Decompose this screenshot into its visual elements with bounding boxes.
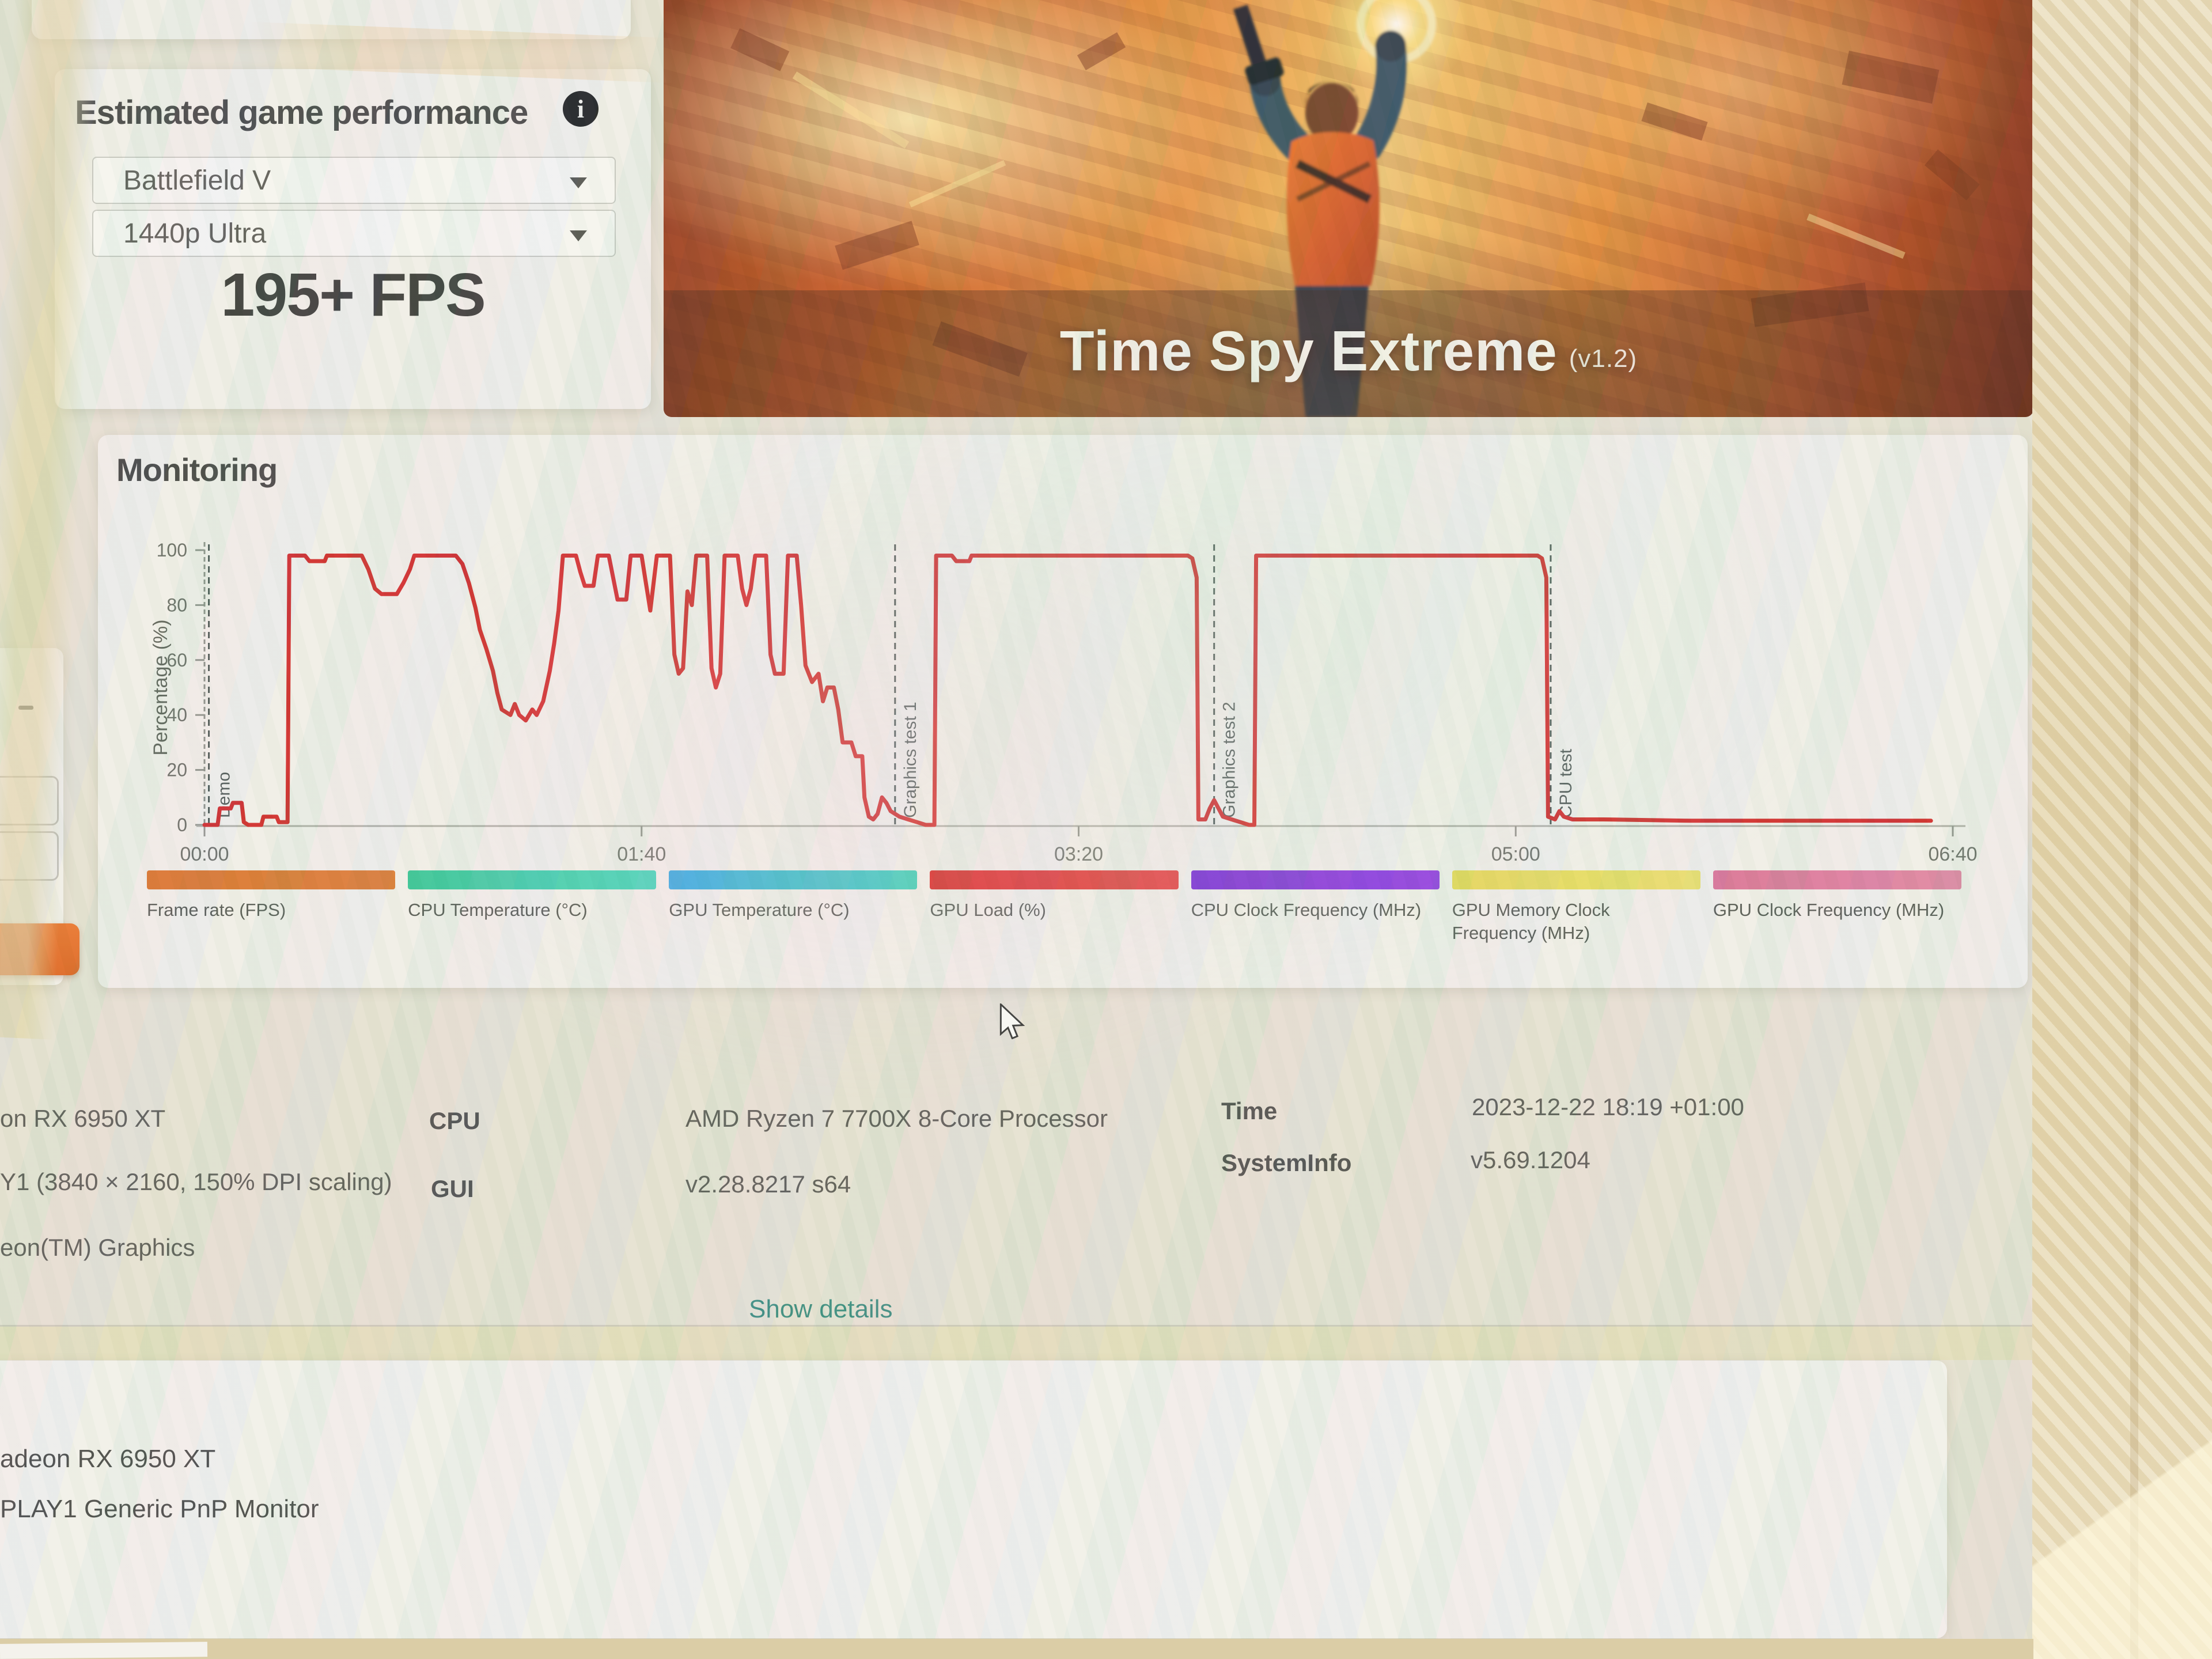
cpu-label: CPU [429,1107,480,1134]
legend-item: GPU Load (%) [930,870,1179,945]
gpu-list-item-partial: adeon RX 6950 XT [0,1445,216,1473]
systeminfo-value: v5.69.1204 [1471,1146,1590,1173]
legend-label: CPU Clock Frequency (MHz) [1191,900,1422,920]
quality-preset-select[interactable]: 1440p Ultra [92,210,616,257]
photo-seam [2130,0,2138,1659]
legend-item: GPU Temperature (°C) [669,870,918,945]
time-label: Time [1221,1097,1278,1124]
partial-text-fragment [18,706,33,710]
banner-artwork [664,0,2033,417]
svg-text:05:00: 05:00 [1491,843,1540,865]
show-details-link[interactable]: Show details [749,1295,893,1323]
legend-item: CPU Clock Frequency (MHz) [1191,870,1440,945]
photo-background-sliver [0,1642,208,1659]
photo-background-bottom [0,1639,2033,1659]
gpu-name-partial: on RX 6950 XT [0,1105,166,1132]
quality-preset-value: 1440p Ultra [123,218,267,249]
svg-text:60: 60 [166,650,187,671]
svg-text:Graphics test 2: Graphics test 2 [1220,702,1239,818]
legend-label: GPU Memory Clock Frequency (MHz) [1452,900,1610,944]
svg-text:Percentage (%): Percentage (%) [150,619,172,755]
svg-text:0: 0 [177,815,187,835]
photo-texture [2032,0,2212,1659]
legend-swatch [147,870,396,889]
chevron-down-icon [570,177,587,188]
info-icon[interactable]: i [563,91,599,127]
legend-label: Frame rate (FPS) [147,900,286,920]
benchmark-title: Time Spy Extreme (v1.2) [1059,319,1638,382]
legend-item: CPU Temperature (°C) [408,870,657,945]
photo-background-right [2032,0,2212,1659]
monitoring-chart: 0 20 40 60 80 100 Percentage (%) 00:00 01:40 03:2… [150,540,1978,865]
game-select-value: Battlefield V [123,165,271,196]
estimated-performance-panel: Estimated game performance i Battlefield… [55,69,651,409]
svg-text:03:20: 03:20 [1054,843,1103,865]
legend-item: Frame rate (FPS) [147,870,396,945]
legend-label: GPU Load (%) [930,900,1046,920]
left-partial-panel [0,648,79,985]
time-value: 2023-12-22 18:19 +01:00 [1472,1093,1744,1120]
section-band [0,1327,2033,1360]
svg-text:100: 100 [157,540,187,560]
cpu-value: AMD Ryzen 7 7700X 8-Core Processor [685,1105,1108,1132]
legend-swatch [408,870,657,889]
svg-text:Graphics test 1: Graphics test 1 [901,702,920,818]
legend-swatch [930,870,1179,889]
legend-label: CPU Temperature (°C) [408,900,588,920]
svg-text:06:40: 06:40 [1928,843,1977,865]
game-select[interactable]: Battlefield V [92,157,616,204]
chart-legend: Frame rate (FPS) CPU Temperature (°C) GPU … [147,870,1961,945]
svg-text:20: 20 [166,760,187,781]
svg-text:CPU test: CPU test [1556,748,1575,818]
monitoring-title: Monitoring [116,452,278,488]
3dmark-results-page: Estimated game performance i Battlefield… [0,0,2033,1659]
chevron-down-icon [570,230,587,241]
estimated-fps-value: 195+ FPS [221,261,486,329]
benchmark-banner: Time Spy Extreme (v1.2) [664,0,2033,417]
monitoring-panel: Monitoring 0 20 40 60 80 100 Percentage (%) 00:… [98,435,2028,988]
section-divider [0,1325,2033,1327]
legend-swatch [1452,870,1700,889]
igpu-name-partial: eon(TM) Graphics [0,1234,195,1261]
legend-item: GPU Clock Frequency (MHz) [1713,870,1961,945]
svg-text:40: 40 [166,704,187,725]
svg-text:80: 80 [166,594,187,615]
svg-text:01:40: 01:40 [617,843,666,865]
hardware-list-panel [0,1361,1947,1638]
benchmark-version: (v1.2) [1569,344,1638,373]
mouse-cursor [999,1003,1025,1039]
photo-corner-highlight [2032,1417,2212,1659]
svg-text:00:00: 00:00 [180,843,229,865]
estimated-performance-title: Estimated game performance [75,94,528,131]
gui-label: GUI [431,1175,474,1202]
gui-value: v2.28.8217 s64 [685,1171,851,1198]
partial-orange-button[interactable] [0,923,79,975]
partial-field[interactable] [0,831,59,881]
legend-swatch [1191,870,1440,889]
legend-label: GPU Clock Frequency (MHz) [1713,900,1945,920]
legend-swatch [1713,870,1961,889]
legend-swatch [669,870,918,889]
monitor-list-item-partial: PLAY1 Generic PnP Monitor [0,1495,319,1523]
systeminfo-label: SystemInfo [1221,1149,1352,1176]
display-info-partial: Y1 (3840 × 2160, 150% DPI scaling) [0,1168,392,1195]
legend-label: GPU Temperature (°C) [669,900,850,920]
partial-field[interactable] [0,776,59,825]
legend-item: GPU Memory Clock Frequency (MHz) [1452,870,1700,945]
top-partial-card [32,0,631,39]
